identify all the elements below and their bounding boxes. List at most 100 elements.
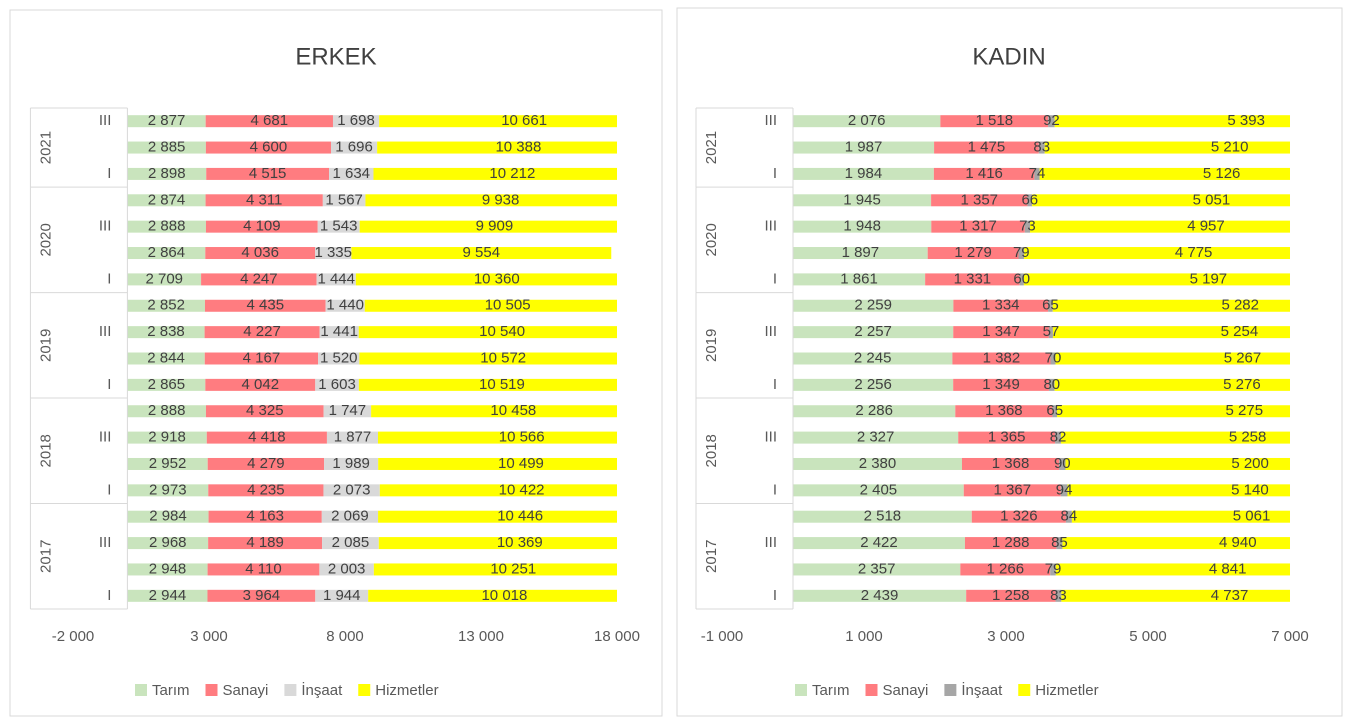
bar-segment bbox=[1056, 537, 1063, 550]
bar-segment bbox=[934, 141, 1039, 154]
data-label: 74 bbox=[1029, 165, 1046, 182]
data-label: 70 bbox=[1045, 349, 1062, 366]
bar-segment bbox=[793, 537, 965, 550]
bar-segment bbox=[931, 194, 1028, 207]
x-tick-label: -1 000 bbox=[701, 628, 744, 645]
bar-segment bbox=[963, 484, 1061, 497]
data-label: 10 458 bbox=[490, 402, 536, 419]
data-label: 1 747 bbox=[329, 402, 367, 419]
data-label: 73 bbox=[1019, 218, 1036, 235]
bar-segment bbox=[793, 247, 928, 260]
legend-swatch bbox=[944, 684, 957, 696]
x-tick-label: 5 000 bbox=[1129, 628, 1167, 645]
bar-segment bbox=[1054, 115, 1290, 128]
bar-segment bbox=[204, 326, 320, 339]
bar-segment bbox=[205, 115, 333, 128]
data-label: 2 003 bbox=[328, 560, 366, 577]
data-label: 60 bbox=[1013, 270, 1030, 287]
data-label: 4 110 bbox=[245, 560, 281, 577]
data-label: 1 349 bbox=[982, 376, 1020, 393]
bar-segment bbox=[355, 273, 617, 286]
data-label: 2 874 bbox=[148, 191, 186, 208]
bar-segment bbox=[371, 405, 617, 418]
bar-segment bbox=[127, 220, 206, 233]
category-label: III bbox=[764, 534, 777, 551]
bar-segment bbox=[964, 537, 1057, 550]
bar-segment bbox=[127, 326, 205, 339]
data-label: 2 422 bbox=[860, 534, 898, 551]
bar-segment bbox=[793, 378, 954, 391]
bar-segment bbox=[127, 563, 208, 576]
data-label: 4 247 bbox=[240, 270, 278, 287]
bar-segment bbox=[793, 484, 964, 497]
bar-segment bbox=[208, 510, 322, 523]
bar-segment bbox=[1071, 510, 1290, 523]
bars bbox=[127, 115, 617, 602]
data-label: 5 197 bbox=[1190, 270, 1228, 287]
data-label: 10 369 bbox=[497, 534, 543, 551]
bar-segment bbox=[326, 431, 378, 444]
bar-segment bbox=[351, 247, 612, 260]
data-label: 5 275 bbox=[1226, 402, 1264, 419]
data-label: 2 948 bbox=[149, 560, 187, 577]
data-label: 10 505 bbox=[485, 297, 531, 314]
data-label: 1 948 bbox=[843, 218, 881, 235]
data-label: 1 475 bbox=[968, 139, 1006, 156]
bar-segment bbox=[377, 141, 617, 154]
legend-swatch bbox=[284, 684, 297, 696]
data-label: 1 634 bbox=[332, 165, 370, 182]
bar-segment bbox=[127, 247, 206, 260]
data-label: 2 864 bbox=[148, 244, 186, 261]
category-label: III bbox=[99, 218, 112, 235]
bar-segment bbox=[1052, 405, 1058, 418]
data-label: 9 938 bbox=[482, 191, 520, 208]
bar-segment bbox=[378, 510, 617, 523]
bar-segment bbox=[323, 405, 372, 418]
data-label: 10 499 bbox=[498, 455, 544, 472]
bar-segment bbox=[793, 563, 961, 576]
data-label: 10 540 bbox=[479, 323, 525, 340]
group-label: 2019 bbox=[37, 329, 54, 362]
category-label: III bbox=[764, 218, 777, 235]
bar-segment bbox=[1024, 220, 1030, 233]
bar-segment bbox=[127, 299, 205, 312]
data-label: 4 279 bbox=[247, 455, 285, 472]
data-label: 2 076 bbox=[848, 112, 886, 129]
data-label: 1 945 bbox=[843, 191, 881, 208]
data-label: 1 603 bbox=[318, 376, 356, 393]
category-label: III bbox=[99, 112, 112, 129]
data-label: 4 036 bbox=[241, 244, 279, 261]
bar-segment bbox=[205, 141, 331, 154]
data-label: 66 bbox=[1021, 191, 1038, 208]
bar-segment bbox=[204, 352, 319, 365]
bar-segment bbox=[379, 484, 617, 497]
category-label: III bbox=[764, 323, 777, 340]
category-label: III bbox=[99, 323, 112, 340]
bar-segment bbox=[1050, 563, 1056, 576]
data-label: 10 018 bbox=[481, 587, 527, 604]
data-label: 2 709 bbox=[145, 270, 183, 287]
legend-swatch bbox=[205, 684, 218, 696]
bar-segment bbox=[315, 378, 359, 391]
bar-segment bbox=[127, 352, 205, 365]
data-label: 1 368 bbox=[985, 402, 1023, 419]
bar-segment bbox=[925, 273, 1020, 286]
data-label: 1 347 bbox=[982, 323, 1020, 340]
data-label: 10 360 bbox=[474, 270, 520, 287]
data-label: 2 518 bbox=[864, 508, 902, 525]
legend-label: Tarım bbox=[812, 682, 850, 699]
data-label: 1 317 bbox=[959, 218, 997, 235]
data-label: 10 446 bbox=[497, 508, 543, 525]
bar-segment bbox=[359, 220, 617, 233]
data-label: 2 973 bbox=[149, 481, 187, 498]
data-label: 2 898 bbox=[148, 165, 186, 182]
bar-segment bbox=[793, 589, 967, 602]
bar-segment bbox=[373, 167, 617, 180]
x-tick-label: 7 000 bbox=[1271, 628, 1309, 645]
data-label: 5 282 bbox=[1221, 297, 1259, 314]
bar-segment bbox=[1055, 589, 1062, 602]
bar-segment bbox=[793, 273, 926, 286]
category-label: III bbox=[764, 112, 777, 129]
bar-segment bbox=[793, 510, 972, 523]
bar-segment bbox=[204, 299, 326, 312]
